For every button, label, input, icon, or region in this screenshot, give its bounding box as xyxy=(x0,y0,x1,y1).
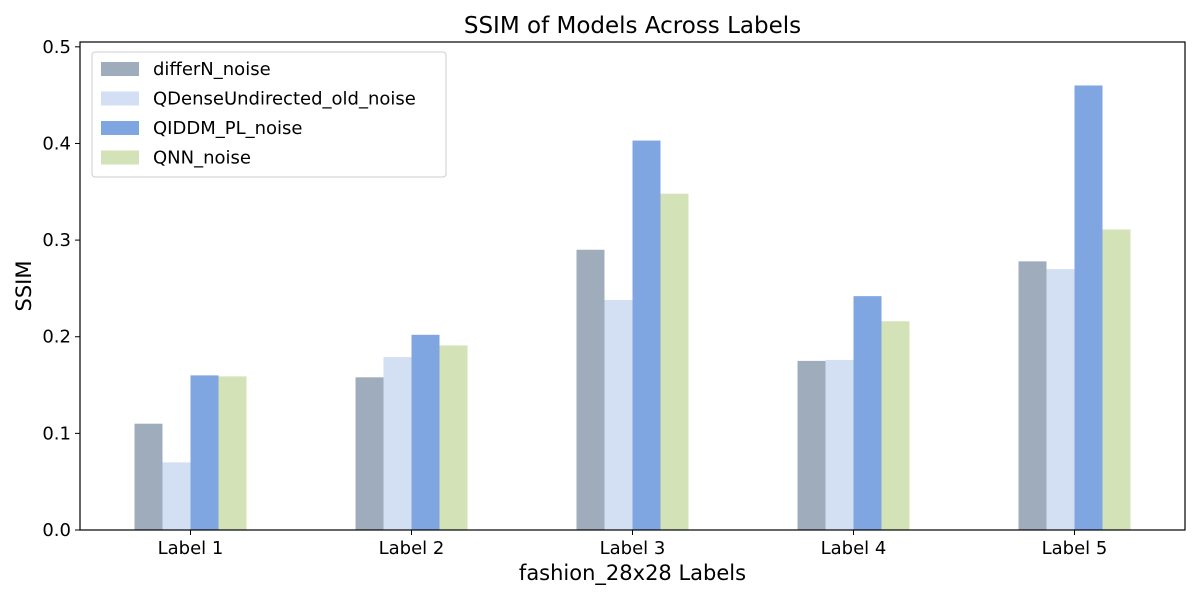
bar-QIDDM_PL_noise-label-4 xyxy=(853,296,882,530)
legend-swatch xyxy=(101,121,139,135)
y-tick-label: 0.5 xyxy=(42,37,71,58)
y-tick-label: 0.4 xyxy=(42,133,71,154)
x-tick-label: Label 2 xyxy=(379,538,445,559)
y-axis-title: SSIM xyxy=(12,261,36,312)
bar-QDenseUndirected_old_noise-label-3 xyxy=(604,300,633,530)
bar-QNN_noise-label-4 xyxy=(881,321,910,530)
legend-box xyxy=(91,51,447,178)
y-tick-label: 0.3 xyxy=(42,230,71,251)
legend-swatch xyxy=(101,91,139,106)
legend-label: QDenseUndirected_old_noise xyxy=(153,89,416,110)
y-tick-label: 0.1 xyxy=(42,423,71,444)
x-tick-label: Label 3 xyxy=(600,538,666,559)
bar-differN_noise-label-3 xyxy=(576,249,605,530)
legend-label: QNN_noise xyxy=(153,148,251,169)
legend-label: differN_noise xyxy=(153,59,271,80)
bar-differN_noise-label-4 xyxy=(797,360,826,530)
bar-QDenseUndirected_old_noise-label-4 xyxy=(825,359,854,530)
legend-swatch xyxy=(101,62,139,76)
bar-QDenseUndirected_old_noise-label-2 xyxy=(383,357,412,530)
bar-QDenseUndirected_old_noise-label-1 xyxy=(162,462,191,530)
bar-differN_noise-label-2 xyxy=(355,377,384,530)
legend: differN_noise QDenseUndirected_old_noise Q… xyxy=(91,51,447,178)
bar-QNN_noise-label-2 xyxy=(439,345,468,530)
bar-QIDDM_PL_noise-label-5 xyxy=(1074,85,1103,531)
bar-QNN_noise-label-5 xyxy=(1102,229,1131,530)
bar-QNN_noise-label-1 xyxy=(218,376,247,530)
chart-title: SSIM of Models Across Labels xyxy=(464,13,801,39)
x-axis: Label 1 Label 2 Label 3 Label 4 Label 5 xyxy=(158,530,1108,559)
legend-label: QIDDM_PL_noise xyxy=(153,118,302,139)
bar-QIDDM_PL_noise-label-2 xyxy=(411,334,440,530)
x-tick-label: Label 4 xyxy=(821,538,887,559)
x-axis-title: fashion_28x28 Labels xyxy=(519,561,746,586)
x-tick-label: Label 5 xyxy=(1042,538,1108,559)
y-tick-label: 0.2 xyxy=(42,327,71,348)
bars-layer xyxy=(134,85,1131,531)
x-tick-label: Label 1 xyxy=(158,538,224,559)
bar-differN_noise-label-5 xyxy=(1018,261,1047,530)
bar-QIDDM_PL_noise-label-3 xyxy=(632,140,661,530)
bar-differN_noise-label-1 xyxy=(134,423,163,530)
legend-swatch xyxy=(101,150,139,165)
bar-QIDDM_PL_noise-label-1 xyxy=(190,375,219,530)
y-axis: 0.0 0.1 0.2 0.3 0.4 0.5 xyxy=(42,37,80,541)
bar-QDenseUndirected_old_noise-label-5 xyxy=(1046,269,1075,530)
y-tick-label: 0.0 xyxy=(42,520,71,541)
bar-QNN_noise-label-3 xyxy=(660,193,689,531)
